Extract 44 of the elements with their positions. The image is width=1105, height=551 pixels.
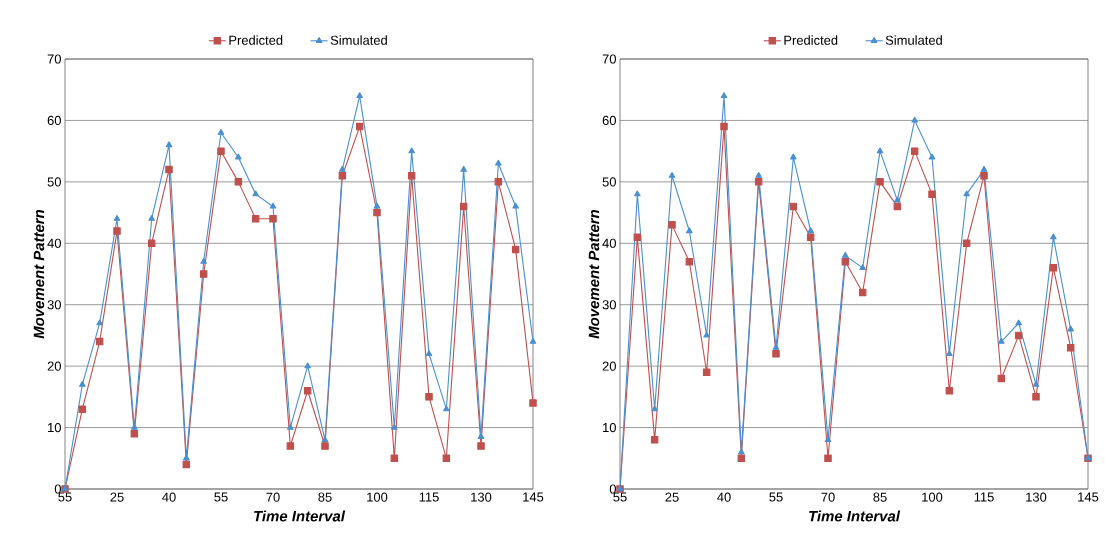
y-tick-label: 10 — [48, 422, 61, 433]
legend-label: Simulated — [330, 35, 387, 45]
x-tick-label: 25 — [110, 492, 124, 502]
x-tick-label: 130 — [471, 492, 492, 502]
y-tick-label: 60 — [47, 115, 61, 126]
x-axis-title: Time Interval — [254, 510, 346, 522]
x-tick-label: 115 — [974, 492, 994, 502]
x-tick-label: 115 — [419, 492, 439, 502]
x-tick-label: 55 — [769, 492, 783, 502]
y-tick-label: 0 — [54, 484, 61, 494]
x-tick-label: 70 — [821, 492, 835, 502]
x-tick-label: 100 — [922, 492, 943, 502]
y-tick-label: 30 — [47, 300, 61, 310]
y-tick-label: 10 — [603, 422, 616, 433]
x-tick-label: 25 — [665, 492, 679, 502]
y-tick-label: 20 — [47, 361, 61, 371]
legend-label: Predicted — [784, 35, 838, 45]
x-tick-label: 145 — [1078, 492, 1099, 502]
x-tick-label: 70 — [266, 492, 280, 502]
legend-label: Predicted — [229, 35, 283, 45]
legend-label: Simulated — [885, 35, 942, 45]
x-tick-label: 55 — [58, 492, 72, 502]
x-tick-label: 145 — [523, 492, 544, 502]
x-tick-label: 100 — [367, 492, 388, 502]
y-axis-title: Movement Pattern — [588, 209, 600, 339]
y-tick-label: 70 — [47, 54, 61, 64]
y-tick-label: 0 — [609, 484, 616, 494]
x-tick-label: 85 — [318, 492, 332, 502]
y-tick-label: 50 — [602, 177, 616, 187]
y-tick-label: 40 — [47, 238, 61, 248]
y-tick-label: 30 — [602, 300, 616, 310]
x-tick-label: 85 — [873, 492, 887, 502]
x-tick-label: 55 — [214, 492, 228, 502]
y-tick-label: 70 — [602, 54, 616, 64]
x-tick-label: 55 — [613, 492, 627, 502]
y-tick-label: 50 — [47, 177, 61, 187]
y-tick-label: 20 — [602, 361, 616, 371]
x-tick-label: 40 — [162, 492, 176, 502]
y-tick-label: 40 — [602, 238, 616, 248]
y-axis-title: Movement Pattern — [33, 209, 45, 339]
x-tick-label: 40 — [717, 492, 731, 502]
x-axis-title: Time Interval — [809, 510, 901, 522]
y-tick-label: 60 — [602, 115, 616, 126]
x-tick-label: 130 — [1026, 492, 1047, 502]
